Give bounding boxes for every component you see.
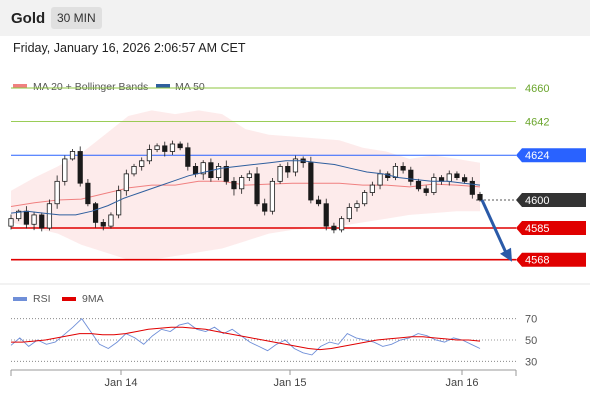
candle-body: [46, 203, 53, 229]
legend-ma50-label: MA 50: [175, 81, 205, 93]
candle-body: [239, 177, 245, 190]
candle-body: [139, 160, 145, 167]
candle-body: [146, 149, 152, 162]
candle-body: [362, 192, 368, 205]
rsi-line: [10, 318, 481, 356]
candle-body: [354, 203, 360, 208]
level-label-4568: 4568: [525, 255, 549, 267]
legend-bollinger-swatch: [13, 84, 27, 88]
level-label-4660: 4660: [525, 83, 549, 95]
candle-body: [85, 182, 91, 205]
candle-body: [277, 165, 283, 182]
rsi-tick-label-70: 70: [525, 314, 537, 326]
candle-body: [246, 173, 252, 179]
level-label-4624: 4624: [525, 150, 549, 162]
candle-body: [431, 177, 437, 193]
symbol-name: Gold: [11, 10, 46, 27]
legend-rsi-ma-swatch: [62, 297, 76, 301]
rsi-tick-label-30: 30: [525, 356, 537, 368]
forecast-arrow-shaft: [480, 199, 508, 254]
candle-body: [192, 165, 199, 175]
timeframe-selector[interactable]: 30 MIN: [51, 7, 102, 29]
candle-body: [154, 145, 160, 151]
candle-body: [131, 165, 137, 175]
candle-body: [169, 143, 176, 152]
candle-body: [254, 173, 260, 205]
candle-body: [477, 193, 483, 201]
forecast-arrow-head: [500, 247, 512, 262]
candle-body: [346, 207, 352, 220]
candle-body: [116, 190, 122, 216]
candle-body: [454, 173, 460, 179]
level-badge-4624: [516, 148, 586, 163]
candle-body: [231, 180, 237, 190]
candle-body: [62, 158, 68, 182]
legend-rsi-ma-label: 9MA: [82, 293, 104, 305]
candle-body: [177, 143, 183, 149]
x-tick-label: Jan 14: [104, 377, 137, 389]
candle-body: [69, 151, 76, 160]
legend-rsi-swatch: [13, 297, 27, 301]
candle-body: [200, 162, 206, 175]
candle-body: [323, 203, 329, 227]
candle-body: [223, 165, 229, 182]
header-bar: Gold 30 MIN: [0, 0, 590, 36]
candle-body: [400, 165, 406, 171]
candle-body: [262, 203, 268, 212]
candle-body: [16, 210, 22, 220]
candle-body: [369, 184, 375, 193]
timestamp: Friday, January 16, 2026 2:06:57 AM CET: [13, 41, 246, 55]
candle-body: [408, 169, 414, 182]
candle-body: [438, 177, 445, 182]
level-badge-4568: [516, 252, 586, 267]
candle-body: [8, 218, 14, 227]
candle-body: [292, 158, 299, 173]
legend-ma50-swatch: [156, 84, 170, 88]
candle-body: [308, 162, 314, 201]
candle-body: [285, 165, 291, 173]
candle-body: [108, 214, 114, 227]
rsi-tick-label-50: 50: [525, 335, 537, 347]
candle-body: [215, 165, 222, 178]
candle-body: [331, 225, 337, 231]
candle-body: [54, 180, 60, 205]
candle-body: [392, 165, 399, 178]
candle-body: [39, 214, 45, 229]
ma50-line: [10, 160, 481, 216]
candle-body: [123, 173, 129, 192]
candle-body: [92, 203, 99, 223]
level-label-4642: 4642: [525, 117, 549, 129]
candle-body: [31, 214, 37, 225]
candle-body: [339, 218, 345, 231]
legend-rsi-label: RSI: [33, 293, 51, 305]
candle-body: [315, 199, 322, 205]
rsi-ma-line: [11, 326, 481, 351]
x-tick-label: Jan 16: [445, 377, 478, 389]
candle-body: [269, 180, 276, 212]
candle-body: [415, 180, 422, 190]
candle-body: [100, 221, 106, 227]
candle-body: [446, 173, 452, 182]
level-label-4600: 4600: [525, 195, 549, 207]
level-badge-4585: [516, 221, 586, 235]
candle-body: [77, 151, 83, 184]
candle-body: [377, 173, 383, 186]
candle-body: [185, 147, 191, 167]
level-badge-4600: [516, 193, 586, 207]
candle-body: [23, 210, 29, 225]
legend-bollinger-label: MA 20 + Bollinger Bands: [33, 81, 148, 93]
candle-body: [462, 177, 468, 182]
x-tick-label: Jan 15: [273, 377, 306, 389]
candle-body: [423, 188, 429, 193]
candle-body: [162, 145, 168, 152]
candle-body: [469, 180, 475, 195]
level-label-4585: 4585: [525, 223, 549, 235]
